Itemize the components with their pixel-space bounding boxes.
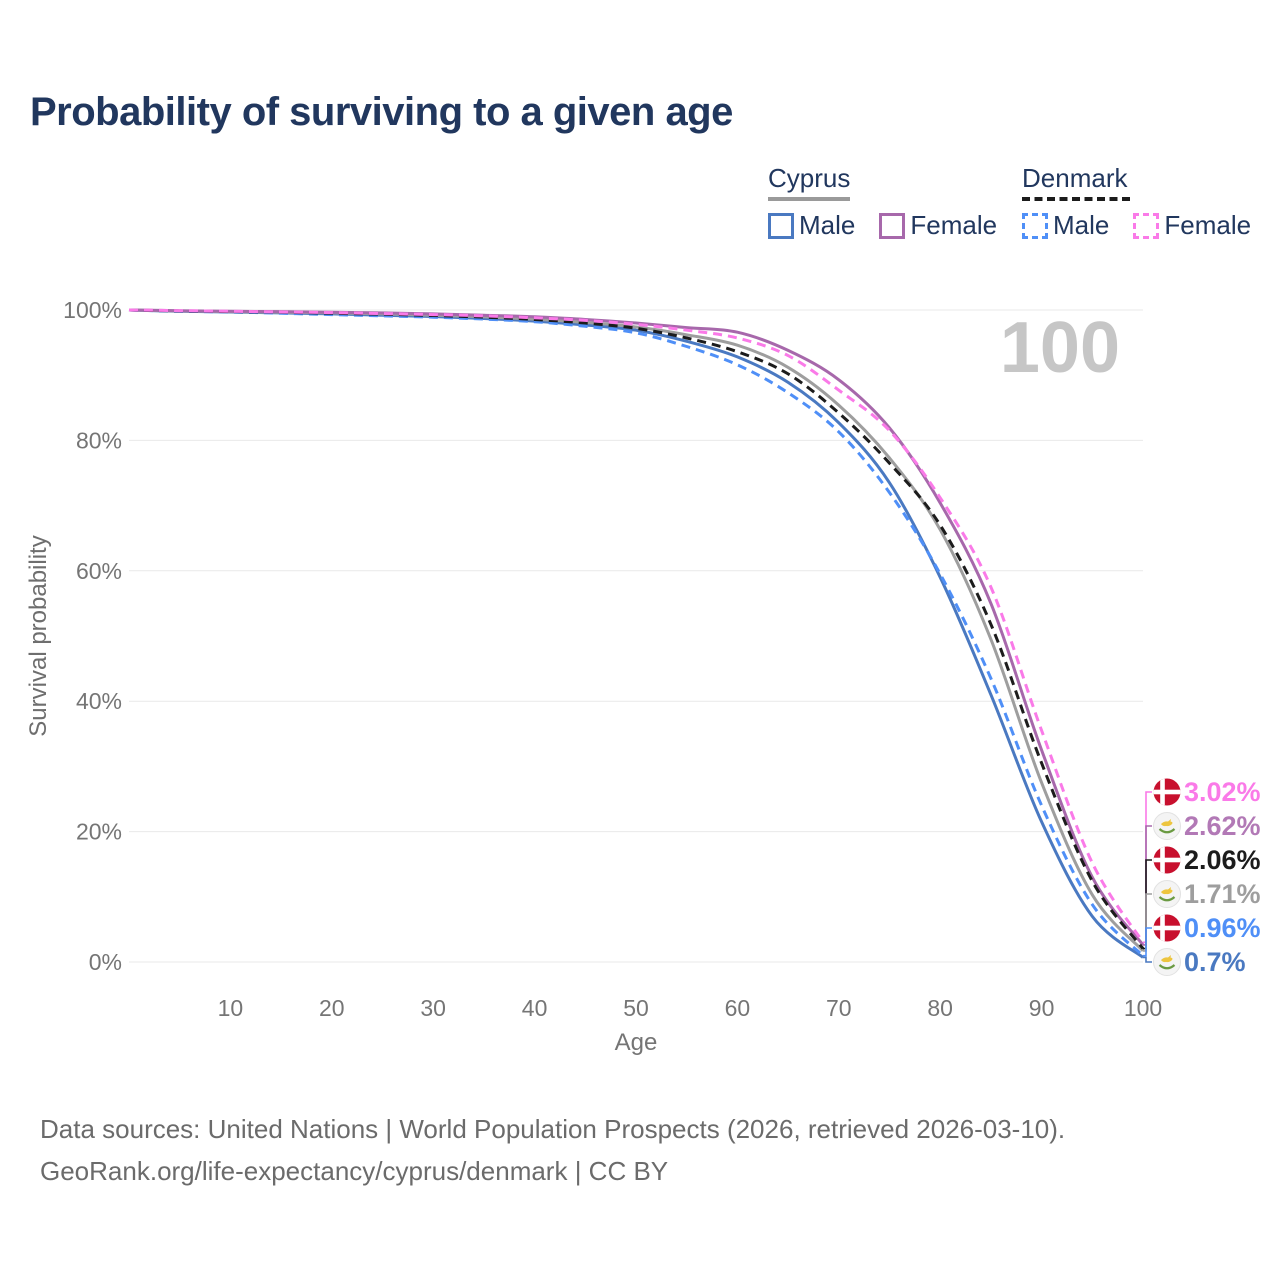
denmark-flag-icon (1153, 914, 1181, 942)
x-tick-label-60: 60 (725, 995, 751, 1021)
end-label-value-2.06%: 2.06% (1184, 845, 1261, 875)
legend-denmark-male-label[interactable]: Male (1053, 210, 1110, 240)
end-label-value-1.71%: 1.71% (1184, 879, 1261, 909)
y-tick-label-100: 100% (63, 297, 122, 323)
x-tick-label-70: 70 (826, 995, 852, 1021)
end-label-value-0.7%: 0.7% (1184, 947, 1246, 977)
legend-group-cyprus: Cyprus Male Female (768, 163, 997, 241)
footer: Data sources: United Nations | World Pop… (40, 1108, 1065, 1192)
y-tick-label-80: 80% (76, 427, 122, 453)
x-tick-label-90: 90 (1029, 995, 1055, 1021)
survival-curve-cyprus-total[interactable] (128, 308, 1145, 952)
end-label-value-0.96%: 0.96% (1184, 913, 1261, 943)
x-tick-label-80: 80 (927, 995, 953, 1021)
page-title: Probability of surviving to a given age (30, 90, 733, 134)
y-tick-label-40: 40% (76, 688, 122, 714)
survival-curve-denmark-female[interactable] (128, 308, 1145, 944)
end-label-3.02%: 3.02% (1153, 777, 1261, 807)
cyprus-flag-icon (1153, 948, 1181, 976)
end-label-connector-cyprus-total (1143, 893, 1152, 952)
legend-group-denmark: Denmark Male Female (1022, 163, 1251, 241)
end-label-1.71%: 1.71% (1153, 879, 1261, 909)
legend-cyprus-line-swatch (768, 197, 850, 201)
end-label-connector-denmark-female (1143, 791, 1152, 944)
x-axis-title: Age (615, 1029, 658, 1056)
y-tick-label-20: 20% (76, 819, 122, 845)
end-label-2.06%: 2.06% (1153, 845, 1261, 875)
y-tick-label-0: 0% (89, 949, 122, 975)
end-label-2.62%: 2.62% (1153, 811, 1261, 841)
denmark-flag-icon (1153, 778, 1181, 806)
legend-denmark-title[interactable]: Denmark (1022, 163, 1128, 193)
survival-curve-denmark-total[interactable] (128, 308, 1145, 950)
legend-denmark-male-swatch[interactable] (1022, 212, 1048, 239)
legend-cyprus-male-label[interactable]: Male (799, 210, 856, 240)
x-tick-label-10: 10 (218, 995, 244, 1021)
x-tick-label-30: 30 (420, 995, 446, 1021)
legend-denmark-female-swatch[interactable] (1133, 212, 1160, 239)
survival-curve-denmark-male[interactable] (128, 308, 1145, 957)
y-tick-label-60: 60% (76, 558, 122, 584)
end-label-connector-cyprus-female (1143, 825, 1152, 946)
legend-denmark-line-swatch (1022, 197, 1130, 201)
cyprus-flag-icon (1153, 880, 1181, 908)
end-label-connector-denmark-male (1143, 927, 1152, 957)
end-label-0.96%: 0.96% (1153, 913, 1261, 943)
end-label-value-3.02%: 3.02% (1184, 777, 1261, 807)
y-axis-title: Survival probability (25, 535, 52, 736)
end-label-connector-denmark-total (1143, 859, 1152, 950)
legend-cyprus-male-swatch[interactable] (768, 212, 794, 239)
survival-curve-cyprus-male[interactable] (128, 308, 1144, 959)
legend-cyprus-title[interactable]: Cyprus (768, 163, 851, 193)
x-tick-label-50: 50 (623, 995, 649, 1021)
x-tick-label-20: 20 (319, 995, 345, 1021)
data-sources-line: Data sources: United Nations | World Pop… (40, 1114, 1066, 1144)
cyprus-flag-icon (1153, 812, 1181, 840)
end-label-0.7%: 0.7% (1153, 947, 1246, 977)
denmark-flag-icon (1153, 846, 1181, 874)
age-watermark: 100 (1000, 308, 1120, 388)
x-tick-label-100: 100 (1124, 995, 1162, 1021)
end-label-connector-cyprus-male (1143, 956, 1152, 963)
x-tick-label-40: 40 (522, 995, 548, 1021)
legend-cyprus-female-label[interactable]: Female (910, 210, 998, 240)
legend-denmark-female-label[interactable]: Female (1164, 210, 1252, 240)
legend-cyprus-female-swatch[interactable] (879, 212, 906, 239)
end-label-value-2.62%: 2.62% (1184, 811, 1261, 841)
attribution-line: GeoRank.org/life-expectancy/cyprus/denma… (40, 1156, 669, 1186)
